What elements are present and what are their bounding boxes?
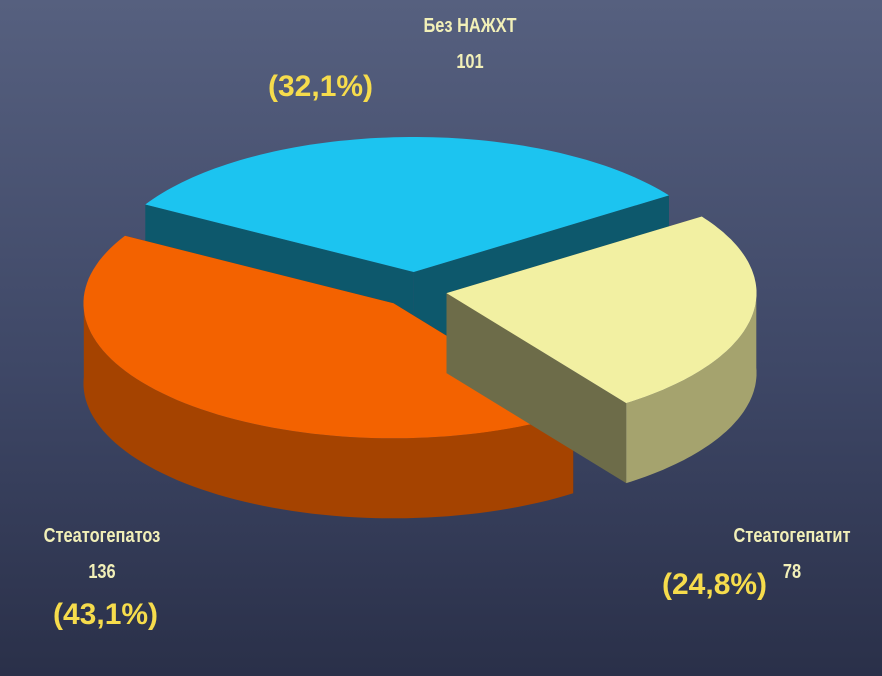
category-label: Стеатогепатит 78 (710, 518, 874, 590)
category-label: Без НАЖХТ 101 (388, 8, 552, 80)
percent-label: (24,8%) (662, 566, 862, 604)
slice-top (145, 137, 670, 272)
slice-side (446, 293, 627, 484)
slice-wall (626, 287, 757, 484)
slice (83, 235, 574, 519)
slice (446, 216, 757, 484)
label-line: Без НАЖХТ (423, 15, 517, 37)
percent-label: (43,1%) (53, 596, 171, 634)
label-line: (43,1%) (53, 598, 159, 631)
label-line: 78 (782, 561, 802, 583)
slice-top (83, 235, 574, 439)
label-line: 101 (456, 51, 484, 73)
category-label: Стеатогепатоз 136 (20, 518, 184, 590)
label-line: Стеатогепатит (733, 525, 851, 547)
label-line: (32,1%) (268, 70, 374, 103)
slice-wall (83, 296, 574, 519)
percent-label: (32,1%) (268, 68, 468, 106)
label-line: Стеатогепатоз (43, 525, 161, 547)
label-line: (24,8%) (662, 568, 768, 601)
label-line: 136 (88, 561, 116, 583)
slice-top (446, 216, 757, 404)
